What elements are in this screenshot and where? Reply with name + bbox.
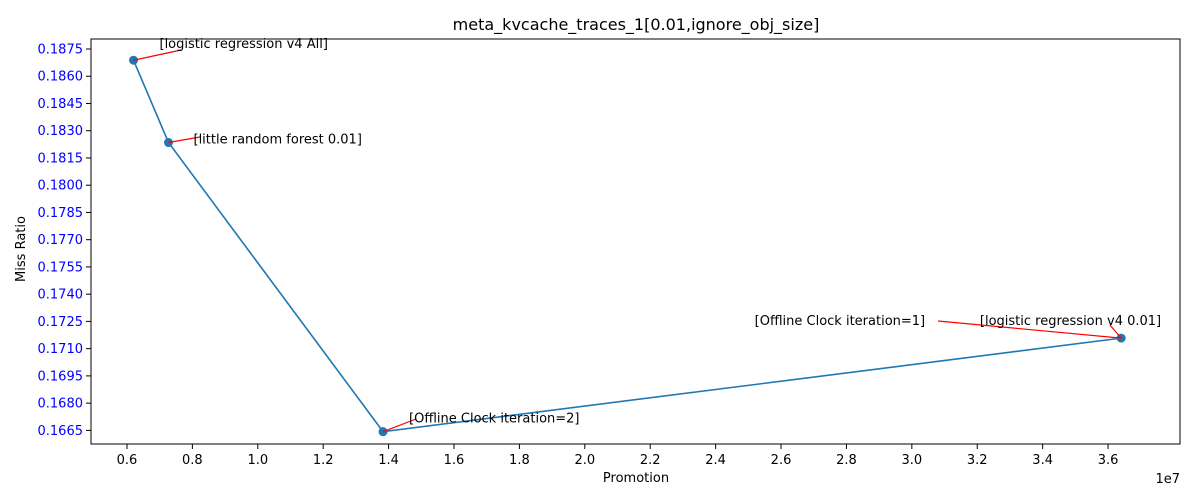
x-tick-label: 2.6 xyxy=(771,453,792,468)
x-tick-label: 1.2 xyxy=(313,453,334,468)
series-line xyxy=(132,59,1122,433)
x-tick-label: 3.4 xyxy=(1032,453,1053,468)
annotation-arrow xyxy=(937,320,1122,339)
x-axis-label: Promotion xyxy=(603,471,669,486)
annotation-label: [logistic regression v4 0.01] xyxy=(980,314,1161,329)
x-tick-label: 2.0 xyxy=(574,453,595,468)
y-tick-label: 0.1815 xyxy=(38,151,84,166)
x-tick-label: 0.6 xyxy=(117,453,138,468)
annotation-label: [little random forest 0.01] xyxy=(194,133,362,148)
x-tick-label: 3.6 xyxy=(1098,453,1119,468)
y-tick-label: 0.1785 xyxy=(38,206,84,221)
y-tick-label: 0.1710 xyxy=(38,342,84,357)
y-tick-label: 0.1875 xyxy=(38,42,84,57)
y-axis-label: Miss Ratio xyxy=(14,216,29,282)
y-tick-label: 0.1770 xyxy=(38,233,84,248)
y-tick-label: 0.1665 xyxy=(38,424,84,439)
y-tick-label: 0.1755 xyxy=(38,260,84,275)
x-axis: 0.6 0.8 1.0 1.2 1.4 1.6 1.8 2.0 2.2 2.4 2.6 2.8 3.0 3… xyxy=(117,444,1119,468)
x-tick-label: 3.0 xyxy=(901,453,922,468)
plot-area-frame xyxy=(90,38,1181,445)
y-tick-label: 0.1845 xyxy=(38,97,84,112)
x-tick-label: 2.4 xyxy=(705,453,726,468)
y-tick-label: 0.1725 xyxy=(38,315,84,330)
annotation-arrow xyxy=(133,49,182,61)
annotation-label: [logistic regression v4 All] xyxy=(160,37,328,52)
x-tick-label: 1.8 xyxy=(509,453,530,468)
y-tick-label: 0.1830 xyxy=(38,124,84,139)
x-tick-label: 2.2 xyxy=(640,453,661,468)
y-tick-label: 0.1740 xyxy=(38,288,84,303)
y-tick-label: 0.1695 xyxy=(38,369,84,384)
x-tick-label: 1.4 xyxy=(378,453,399,468)
annotation-arrow xyxy=(1109,324,1122,339)
annotation-layer: [logistic regression v4 All] [little rand… xyxy=(133,37,1161,433)
chart-title: meta_kvcache_traces_1[0.01,ignore_obj_si… xyxy=(453,15,820,35)
x-tick-label: 1.0 xyxy=(247,453,268,468)
x-tick-label: 1.6 xyxy=(444,453,465,468)
y-tick-label: 0.1860 xyxy=(38,70,84,85)
y-axis: 0.1665 0.1680 0.1695 0.1710 0.1725 0.1740 0.17… xyxy=(38,42,91,439)
annotation-label: [Offline Clock iteration=2] xyxy=(409,412,579,427)
annotation-arrow xyxy=(382,418,417,433)
annotation-label: [Offline Clock iteration=1] xyxy=(755,314,925,329)
x-axis-offset-text: 1e7 xyxy=(1155,472,1180,487)
x-tick-label: 2.8 xyxy=(836,453,857,468)
y-tick-label: 0.1680 xyxy=(38,397,84,412)
y-tick-label: 0.1800 xyxy=(38,179,84,194)
annotation-arrow xyxy=(168,136,201,144)
x-tick-label: 3.2 xyxy=(967,453,988,468)
x-tick-label: 0.8 xyxy=(182,453,203,468)
